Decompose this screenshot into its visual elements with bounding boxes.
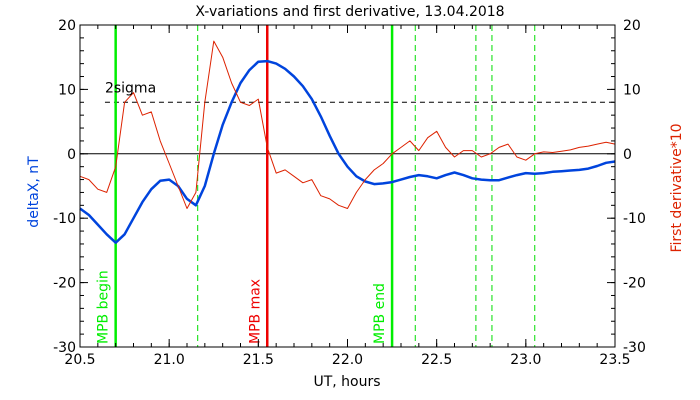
y-tick-label-right: -20 [623, 276, 646, 292]
x-axis-label: UT, hours [313, 374, 380, 390]
x-tick-label: 21.0 [154, 352, 185, 368]
y-tick-label-left: -10 [53, 211, 76, 227]
x-tick-label: 20.5 [64, 352, 95, 368]
axes: 20.5 21.0 21.5 22.0 22.5 23.0 23.5-30 -30-20 -20… [53, 18, 646, 368]
marker-label: MPB begin [96, 270, 112, 344]
y-tick-label-right: 20 [623, 18, 641, 34]
x-tick-label: 23.5 [599, 352, 630, 368]
y-axis-label-left: deltaX, nT [26, 156, 42, 228]
sigma-line-label: 2sigma [105, 80, 156, 96]
marker-label: MPB max [247, 279, 263, 344]
marker-labels: 2sigma MPB begin MPB max MPB end [96, 80, 388, 344]
y-tick-label-right: -30 [623, 340, 646, 356]
chart-title: X-variations and first derivative, 13.04… [195, 4, 504, 20]
x-tick-label: 22.5 [421, 352, 452, 368]
x-tick-label: 21.5 [243, 352, 274, 368]
x-tick-label: 23.0 [510, 352, 541, 368]
series-lines [79, 40, 616, 244]
derivative-line [79, 40, 616, 209]
reference-lines [80, 101, 615, 155]
y-tick-label-left: -20 [53, 276, 76, 292]
y-tick-label-left: -30 [53, 340, 76, 356]
y-tick-label-right: 10 [623, 82, 641, 98]
x-tick-label: 22.0 [332, 352, 363, 368]
y-tick-label-left: 10 [58, 82, 76, 98]
y-tick-label-left: 20 [58, 18, 76, 34]
y-tick-label-right: -10 [623, 211, 646, 227]
event-markers [114, 25, 536, 347]
y-axis-label-right: First derivative*10 [669, 123, 685, 252]
deltax-line [79, 59, 616, 244]
y-tick-label-left: 0 [67, 147, 76, 163]
marker-label: MPB end [372, 283, 388, 344]
y-tick-label-right: 0 [623, 147, 632, 163]
